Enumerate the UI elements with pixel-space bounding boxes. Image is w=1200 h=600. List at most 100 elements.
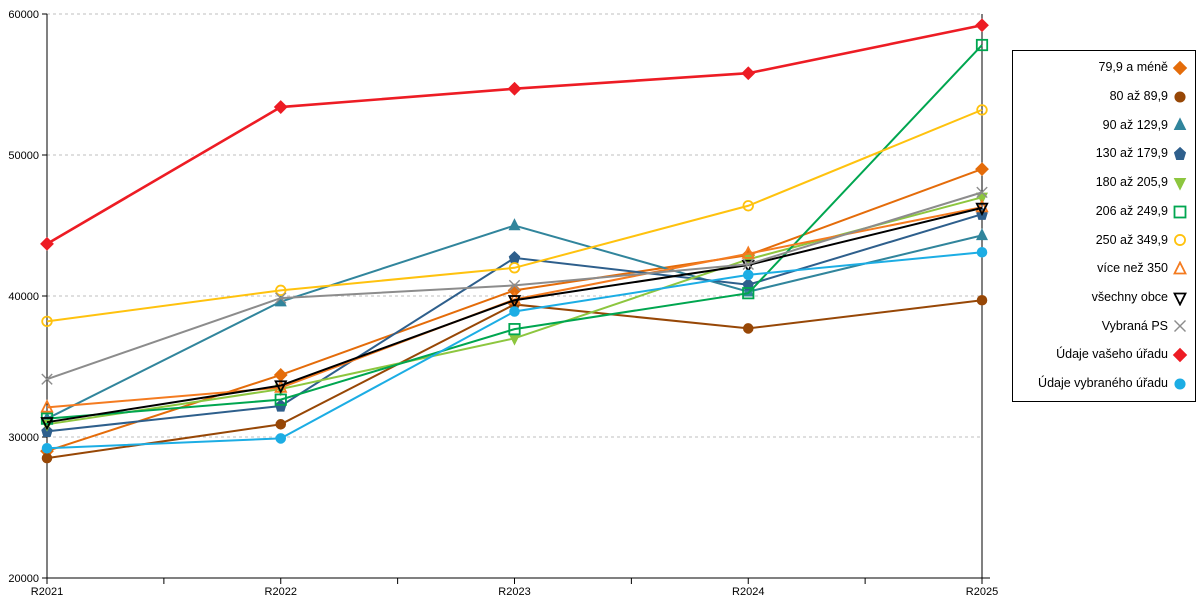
circle-marker-icon [275,419,287,430]
series-line [46,206,983,424]
legend-item-label: všechny obce [1091,290,1168,304]
diamond-icon [1172,60,1188,76]
legend-item: Údaje vašeho úřadu [1017,347,1188,363]
circle-marker-icon [1174,378,1186,390]
series-8 [40,202,989,431]
legend-item: 80 až 89,9 [1017,89,1188,105]
legend-item-label: 90 až 129,9 [1102,117,1168,132]
x-marker-icon [508,279,521,292]
y-tick-label: 20000 [8,573,39,585]
circle-marker-icon [275,284,287,297]
series-9 [41,186,988,385]
diamond-marker-icon [507,81,522,96]
y-tick-label: 30000 [8,432,39,444]
x-tick-label: R2023 [498,586,530,598]
x-icon [1174,320,1186,333]
triangle-down-marker-icon [40,417,54,431]
x-marker-icon [1174,320,1186,333]
diamond-marker-icon [1172,60,1188,76]
circle-marker-icon [742,200,754,212]
legend-item: všechny obce [1017,290,1188,306]
x-marker-icon [275,292,287,304]
diamond-marker-icon [975,162,989,177]
circle-marker-icon [1174,91,1186,103]
circle-marker-icon [41,452,53,464]
legend-item-label: 79,9 a méně [1098,60,1169,75]
square-marker-icon [1173,205,1187,218]
diamond-icon [1172,347,1188,363]
legend-item: 206 až 249,9 [1017,204,1188,220]
circle-marker-icon [41,315,53,328]
series-line [46,251,983,450]
pentagon-icon [1173,146,1187,161]
y-tick-label: 40000 [8,291,39,303]
legend-item: Vybraná PS [1017,318,1188,334]
x-marker-icon [976,186,988,199]
triangle-down-marker-icon [274,380,288,394]
triangle-up-marker-icon [507,291,522,305]
x-tick-label: R2025 [966,586,998,598]
legend-item-label: Vybraná PS [1101,318,1168,333]
series-3 [41,207,988,438]
circle-marker-icon [976,104,988,116]
pentagon-marker-icon [742,277,755,291]
triangle-down-marker-icon [975,202,989,217]
legend-item: 250 až 349,9 [1017,232,1188,248]
legend-item-label: Údaje vybraného úřadu [1038,376,1168,391]
series-5 [40,38,989,425]
triangle-up-marker-icon [40,399,54,413]
circle-icon [1174,378,1186,390]
x-marker-icon [742,258,754,270]
triangle-up-marker-icon [508,218,521,231]
triangle-up-icon [1173,117,1187,131]
pentagon-marker-icon [1173,146,1187,161]
circle-marker-icon [742,323,754,334]
square-icon [1173,205,1187,218]
legend-item: Údaje vybraného úřadu [1017,376,1188,392]
series-line [46,24,983,245]
legend-item-label: 130 až 179,9 [1095,146,1168,161]
legend-item: 180 až 205,9 [1017,175,1188,191]
legend-item: 79,9 a méně [1017,60,1188,76]
series-line [46,213,983,433]
triangle-down-marker-icon [507,295,522,309]
series-line [46,44,983,420]
circle-marker-icon [275,433,287,444]
square-marker-icon [508,323,521,336]
triangle-down-marker-icon [1173,292,1187,306]
legend-item-label: více než 350 [1097,261,1168,276]
x-marker-icon [41,373,53,385]
legend-item: více než 350 [1017,261,1188,277]
triangle-up-marker-icon [1173,261,1187,275]
x-tick-label: R2022 [265,586,297,598]
diamond-marker-icon [975,18,989,33]
series-10 [40,18,989,251]
square-marker-icon [975,38,989,52]
circle-marker-icon [976,294,988,306]
triangle-down-icon [1173,292,1187,306]
y-tick-label: 50000 [8,150,39,162]
legend-item-label: 250 až 349,9 [1095,232,1168,247]
diamond-marker-icon [1172,347,1188,363]
legend: 79,9 a méně 80 až 89,9 90 až 129,9 130 až 1… [1012,50,1196,402]
x-tick-label: R2021 [31,586,63,598]
x-tick-label: R2024 [732,586,764,598]
series-1 [41,294,988,464]
triangle-up-marker-icon [1173,117,1187,131]
circle-marker-icon [1174,234,1186,247]
legend-item-label: Údaje vašeho úřadu [1056,347,1168,362]
triangle-up-marker-icon [741,245,755,259]
square-marker-icon [742,287,755,300]
diamond-marker-icon [273,368,288,382]
pentagon-marker-icon [508,251,521,264]
y-tick-label: 60000 [8,9,39,21]
triangle-down-icon [1173,177,1187,191]
diamond-marker-icon [741,66,756,81]
series-6 [41,104,988,328]
triangle-up-icon [1173,261,1187,275]
series-2 [40,218,989,424]
legend-item: 90 až 129,9 [1017,117,1188,133]
square-marker-icon [274,393,287,406]
circle-marker-icon [41,442,53,454]
